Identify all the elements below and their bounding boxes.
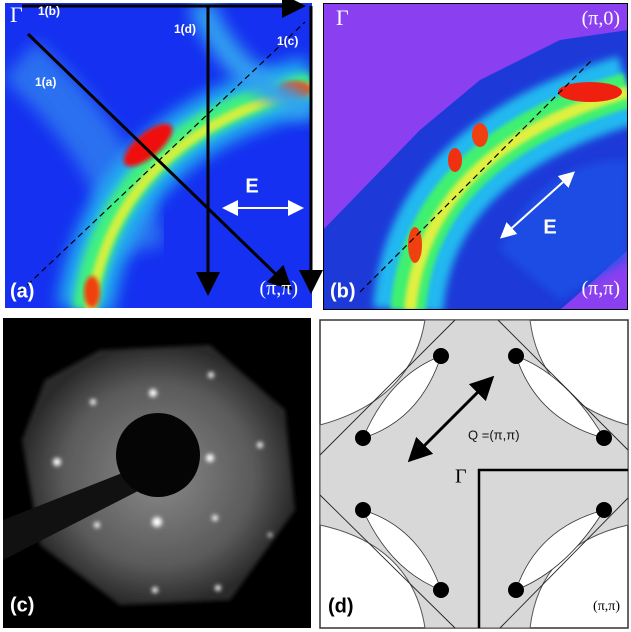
panel-d: Q =(π,π) Γ (π,π) (d) [320, 320, 628, 628]
panel-c: (c) [3, 318, 311, 628]
heatmap-b [323, 3, 628, 310]
panel-label: (d) [328, 595, 354, 617]
panel-label: (c) [10, 594, 34, 616]
gamma-label: Γ [336, 5, 349, 30]
cut-label: 1(a) [35, 75, 56, 89]
panel-a: Γ 1(b) 1(d) 1(c) 1(a) E (π,π) (a) [5, 2, 313, 310]
vector-label: Q =(π,π) [468, 427, 520, 442]
cut-label: 1(b) [38, 4, 60, 18]
panel-label: (a) [10, 280, 34, 302]
corner-label: (π,π) [593, 599, 620, 614]
cut-label: 1(d) [174, 22, 196, 36]
energy-label: E [543, 216, 556, 238]
corner-label: (π,π) [581, 278, 620, 300]
center-shadow [116, 413, 200, 497]
figure: Γ 1(b) 1(d) 1(c) 1(a) E (π,π) (a) Γ (π,0… [0, 0, 631, 632]
gamma-label: Γ [455, 466, 467, 488]
corner-label: (π,0) [582, 8, 620, 30]
energy-label: E [245, 175, 258, 197]
panel-b: Γ (π,0) E (π,π) (b) [323, 3, 628, 310]
cut-label: 1(c) [277, 34, 298, 48]
gamma-label: Γ [10, 2, 23, 27]
corner-label: (π,π) [259, 278, 298, 300]
panel-label: (b) [330, 280, 356, 302]
